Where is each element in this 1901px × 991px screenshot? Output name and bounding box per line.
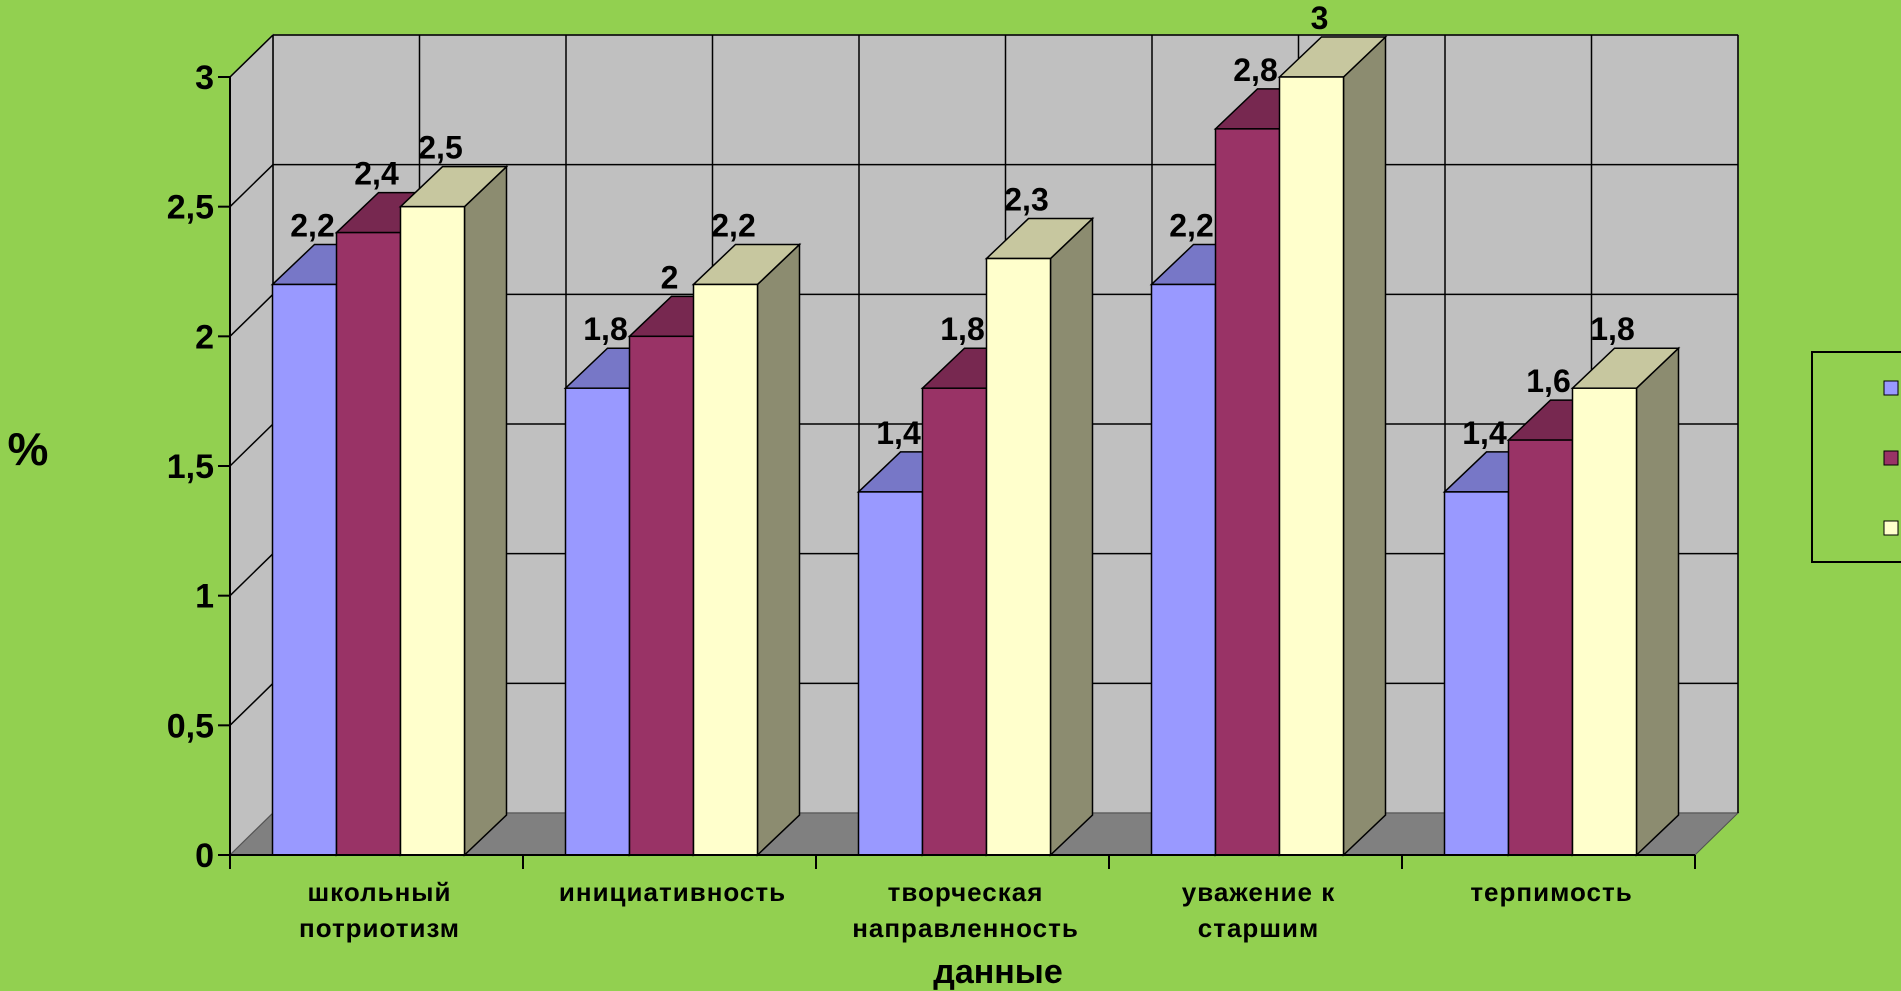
bar-side xyxy=(1635,346,1680,857)
bar xyxy=(335,231,402,856)
data-label: 2,3 xyxy=(1004,182,1048,218)
y-tick-label: 0 xyxy=(195,837,214,875)
axes: 0 0,5 1 1,5 2 2,5 3 школьный потриотизм инициатив… xyxy=(167,59,1696,943)
bar xyxy=(1214,128,1281,856)
bar xyxy=(1278,76,1345,856)
data-label: 1,4 xyxy=(1462,415,1507,451)
legend-box xyxy=(1811,351,1901,563)
gridline-side xyxy=(229,164,274,208)
data-label: 1,4 xyxy=(876,415,921,451)
bar xyxy=(857,491,924,856)
gridline-side xyxy=(229,682,274,726)
bar xyxy=(985,257,1052,856)
x-tick-label: потриотизм xyxy=(299,913,460,943)
bar xyxy=(921,387,988,856)
bar-side xyxy=(463,164,508,857)
x-tick-label: творческая xyxy=(888,877,1044,907)
gridline-side xyxy=(229,293,274,337)
data-label: 2,2 xyxy=(711,207,755,243)
bar xyxy=(399,205,466,856)
legend-swatch xyxy=(1883,520,1899,536)
x-tick-label: уважение к xyxy=(1182,877,1336,907)
x-tick-label: терпимость xyxy=(1470,877,1632,907)
x-tick-label: старшим xyxy=(1198,913,1319,943)
bar xyxy=(1150,283,1217,856)
bar xyxy=(692,283,759,856)
gridline-side xyxy=(229,34,274,78)
bars xyxy=(270,35,1681,857)
y-tick-label: 3 xyxy=(195,59,214,97)
data-label: 2,2 xyxy=(290,207,334,243)
data-label: 1,8 xyxy=(940,311,984,347)
bar xyxy=(564,387,631,856)
legend-swatch xyxy=(1883,450,1899,466)
data-label: 2,2 xyxy=(1169,207,1213,243)
y-tick-label: 1,5 xyxy=(167,448,214,486)
legend xyxy=(1811,351,1901,563)
bar xyxy=(271,283,338,856)
y-tick-label: 0,5 xyxy=(167,707,214,745)
data-label: 2,5 xyxy=(418,130,462,166)
y-axis-title: % xyxy=(8,423,49,475)
bar-side xyxy=(1342,35,1387,857)
y-tick-label: 2 xyxy=(195,318,214,356)
data-label: 2,4 xyxy=(354,156,399,192)
bar xyxy=(1507,439,1574,856)
data-label: 2 xyxy=(661,259,679,295)
x-tick-label: инициативность xyxy=(559,877,786,907)
bar xyxy=(1571,387,1638,856)
data-label: 1,6 xyxy=(1526,363,1570,399)
y-tick-label: 1 xyxy=(195,578,214,616)
data-label: 2,8 xyxy=(1233,52,1277,88)
legend-swatch xyxy=(1883,380,1899,396)
data-label: 3 xyxy=(1311,0,1329,36)
data-labels: 2,2 2,4 2,5 1,8 2 2,2 1,4 1,8 2,3 2,2 2,8 3 1,4 1,6 1,… xyxy=(290,0,1634,451)
bar xyxy=(628,335,695,856)
x-tick-label: направленность xyxy=(852,913,1079,943)
bar-side xyxy=(756,242,801,857)
data-label: 1,8 xyxy=(1590,311,1634,347)
x-tick-label: школьный xyxy=(308,877,452,907)
gridline-side xyxy=(229,553,274,597)
bar xyxy=(1443,491,1510,856)
y-tick-label: 2,5 xyxy=(167,189,214,227)
data-label: 1,8 xyxy=(583,311,627,347)
gridline-side xyxy=(229,423,274,467)
bar-side xyxy=(1049,216,1094,857)
x-axis-title: данные xyxy=(933,953,1063,991)
